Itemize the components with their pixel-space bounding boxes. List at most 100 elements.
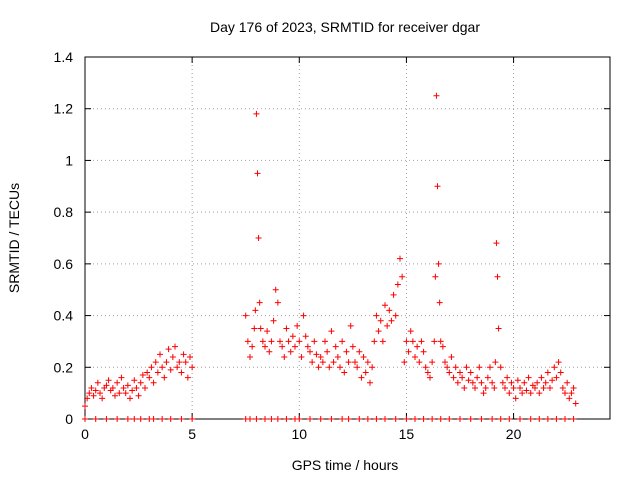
y-tick-labels: 0 0.2 0.4 0.6 0.8 1 1.2 1.4 xyxy=(54,49,74,427)
zero-level-point xyxy=(412,416,418,422)
data-point xyxy=(254,170,261,177)
y-tick-label: 1.4 xyxy=(54,49,74,65)
data-point xyxy=(135,392,142,399)
data-point xyxy=(90,392,97,399)
data-point xyxy=(538,374,545,381)
data-point xyxy=(397,255,403,262)
data-point xyxy=(392,312,399,319)
y-tick-label: 0 xyxy=(65,411,73,427)
data-point xyxy=(429,359,436,366)
data-point xyxy=(536,390,543,397)
data-point xyxy=(315,364,322,371)
data-point xyxy=(302,333,309,340)
data-point xyxy=(319,359,326,366)
data-point xyxy=(137,379,144,386)
data-point xyxy=(247,353,253,360)
data-point xyxy=(461,384,468,391)
data-point xyxy=(127,395,133,402)
zero-level-point xyxy=(92,416,99,422)
data-point xyxy=(287,348,294,355)
data-point xyxy=(463,364,470,371)
data-point xyxy=(266,348,273,355)
data-point xyxy=(94,379,101,386)
data-point xyxy=(390,291,397,298)
data-point xyxy=(176,359,183,366)
data-point xyxy=(97,390,103,397)
data-point xyxy=(324,348,331,355)
zero-level-point xyxy=(373,416,380,422)
zero-level-point xyxy=(403,416,410,422)
data-point xyxy=(163,359,170,366)
y-tick-label: 0.8 xyxy=(54,204,74,220)
data-point xyxy=(255,235,262,241)
zero-level-point xyxy=(124,416,131,422)
data-point xyxy=(497,364,504,371)
data-point xyxy=(405,348,412,355)
data-point xyxy=(527,390,534,397)
data-point xyxy=(436,299,443,306)
data-point xyxy=(360,353,367,360)
data-point xyxy=(454,379,461,386)
data-point xyxy=(274,299,281,306)
data-point xyxy=(435,260,442,267)
data-point xyxy=(112,392,118,399)
data-point xyxy=(167,366,174,373)
data-point xyxy=(330,359,337,366)
data-point xyxy=(452,364,459,371)
x-tick-label: 0 xyxy=(81,426,89,442)
data-point xyxy=(570,384,577,391)
data-point xyxy=(557,369,564,376)
data-point xyxy=(418,338,425,345)
data-point xyxy=(439,343,446,350)
data-point xyxy=(279,343,286,350)
data-point xyxy=(459,374,466,381)
data-point xyxy=(487,364,493,371)
data-point xyxy=(82,403,88,410)
data-point xyxy=(178,369,185,376)
zero-level-point xyxy=(364,416,371,422)
data-point xyxy=(272,286,279,293)
data-point xyxy=(431,338,438,345)
data-point xyxy=(495,325,502,332)
zero-level-point xyxy=(420,416,427,422)
data-point xyxy=(532,384,538,391)
data-point xyxy=(148,364,155,371)
data-point xyxy=(345,359,352,366)
data-point xyxy=(369,364,376,371)
data-point xyxy=(399,273,406,280)
data-point xyxy=(332,343,339,350)
data-point xyxy=(424,369,431,376)
zero-level-point xyxy=(345,416,352,422)
data-point xyxy=(472,384,478,391)
data-point xyxy=(384,322,391,329)
data-point xyxy=(328,328,335,335)
data-point xyxy=(371,338,378,345)
zero-level-point xyxy=(150,416,157,422)
zero-level-point xyxy=(527,416,534,422)
data-point xyxy=(189,364,196,371)
data-point xyxy=(388,317,395,324)
data-point xyxy=(334,353,341,360)
data-point xyxy=(262,343,268,350)
data-point xyxy=(337,364,343,371)
data-point xyxy=(244,338,251,345)
data-point xyxy=(375,328,382,335)
zero-level-point xyxy=(274,416,281,422)
data-point xyxy=(343,348,350,355)
data-point xyxy=(422,364,429,371)
data-point xyxy=(129,387,136,394)
data-point xyxy=(386,307,393,314)
data-point xyxy=(289,333,296,340)
data-point xyxy=(379,338,386,345)
y-tick-label: 1.2 xyxy=(54,101,74,117)
data-point xyxy=(313,351,320,358)
data-point xyxy=(304,343,311,350)
data-point xyxy=(412,353,418,360)
data-point xyxy=(467,369,474,376)
data-point xyxy=(311,338,318,345)
zero-level-point xyxy=(562,416,568,422)
data-point xyxy=(544,369,551,376)
data-point xyxy=(420,348,427,355)
zero-level-point xyxy=(506,416,513,422)
y-axis-label: SRMTID / TECUs xyxy=(6,183,22,293)
